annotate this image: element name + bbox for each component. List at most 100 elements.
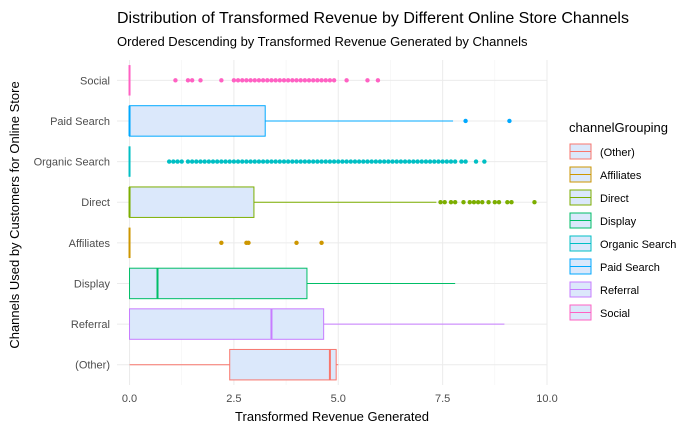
outlier-point-7 <box>475 199 481 205</box>
outlier-point-4 <box>461 199 466 205</box>
legend-label: Direct <box>600 193 629 205</box>
box-display <box>129 267 456 300</box>
outlier-point-38 <box>327 159 333 164</box>
legend-item-6: Referral <box>569 281 639 298</box>
outlier-point-34 <box>311 159 316 164</box>
outlier-point-28 <box>285 159 291 164</box>
box-iqr <box>129 267 308 300</box>
outlier-point-24 <box>269 159 274 164</box>
outlier-point-8 <box>202 159 207 164</box>
legend-item-7: Social <box>569 304 630 321</box>
outlier-point-0 <box>166 159 172 164</box>
legend-label: Referral <box>600 285 639 297</box>
outlier-point-24 <box>311 78 316 83</box>
legend-item-3: Display <box>569 212 637 229</box>
outlier-point-19 <box>248 159 253 164</box>
outlier-point-59 <box>415 159 420 164</box>
legend-item-5: Paid Search <box>569 258 660 275</box>
box-iqr <box>129 186 255 218</box>
outlier-point-21 <box>298 78 303 83</box>
outlier-point-13 <box>223 159 228 164</box>
outlier-point-9 <box>206 159 212 164</box>
outlier-point-49 <box>373 159 379 164</box>
x-tick-label-1: 2.5 <box>226 393 241 405</box>
outlier-point-26 <box>277 159 283 164</box>
outlier-point-35 <box>315 159 320 164</box>
outlier-point-9 <box>486 199 491 205</box>
box-referral <box>129 308 505 340</box>
outlier-point-4 <box>185 159 191 164</box>
outlier-point-3 <box>198 78 203 83</box>
outlier-point-57 <box>407 159 412 164</box>
legend-item-4: Organic Search <box>569 235 676 252</box>
outlier-point-20 <box>252 159 257 164</box>
outlier-point-20 <box>294 78 299 83</box>
outlier-point-23 <box>265 159 270 164</box>
outlier-point-17 <box>281 78 287 83</box>
x-axis-ticks: 0.0 2.5 5.0 7.5 10.0 <box>122 393 558 405</box>
outlier-point-46 <box>361 159 366 164</box>
box-iqr <box>129 105 266 137</box>
outlier-point-29 <box>290 159 295 164</box>
outlier-point-19 <box>290 78 295 83</box>
outlier-point-31 <box>365 78 370 83</box>
outlier-point-16 <box>235 159 241 164</box>
outlier-point-51 <box>381 159 387 164</box>
outlier-point-45 <box>356 159 362 164</box>
outlier-point-6 <box>194 159 199 164</box>
outlier-point-36 <box>319 159 324 164</box>
x-tick-label-3: 7.5 <box>435 393 450 405</box>
outlier-point-61 <box>423 159 429 164</box>
outlier-point-11 <box>496 199 502 205</box>
outlier-point-0 <box>463 118 468 124</box>
outlier-point-29 <box>331 78 337 83</box>
outlier-point-1 <box>171 159 176 164</box>
outlier-point-25 <box>315 78 320 83</box>
outlier-point-40 <box>336 159 341 164</box>
legend: channelGrouping (Other) Affiliates Direct D… <box>569 120 676 321</box>
outlier-point-18 <box>285 78 291 83</box>
legend-label: (Other) <box>600 147 635 159</box>
box-iqr <box>129 308 325 340</box>
box-paid-search <box>128 105 512 137</box>
outlier-point-1 <box>507 118 512 124</box>
outlier-point-12 <box>505 199 510 205</box>
outlier-point-13 <box>265 78 270 83</box>
outlier-point-62 <box>427 159 433 164</box>
outlier-point-71 <box>473 159 479 164</box>
y-axis-title: Channels Used by Customers for Online St… <box>7 81 22 348</box>
y-tick-label-5: Display <box>74 278 111 290</box>
legend-label: Affiliates <box>600 170 642 182</box>
outlier-point-4 <box>219 78 224 83</box>
outlier-point-5 <box>467 199 472 205</box>
x-tick-label-4: 10.0 <box>536 393 557 405</box>
legend-item-2: Direct <box>569 189 629 206</box>
y-tick-label-6: Referral <box>71 319 110 331</box>
outlier-point-33 <box>306 159 312 164</box>
outlier-point-15 <box>273 78 278 83</box>
outlier-point-65 <box>440 159 445 164</box>
chart-title: Distribution of Transformed Revenue by D… <box>117 10 629 27</box>
outlier-point-22 <box>260 159 266 164</box>
outlier-point-6 <box>471 199 477 205</box>
outlier-point-30 <box>294 159 299 164</box>
box-organic-search <box>128 146 487 177</box>
outlier-point-7 <box>198 159 203 164</box>
outlier-point-26 <box>319 78 324 83</box>
outlier-point-66 <box>444 159 450 164</box>
outlier-point-39 <box>331 159 337 164</box>
outlier-point-44 <box>352 159 358 164</box>
outlier-point-25 <box>273 159 278 164</box>
x-tick-label-0: 0.0 <box>122 393 137 405</box>
outlier-point-2 <box>189 78 195 83</box>
outlier-point-60 <box>419 159 424 164</box>
legend-item-0: (Other) <box>569 143 635 160</box>
outlier-point-55 <box>398 159 404 164</box>
outlier-point-67 <box>448 159 454 164</box>
x-axis-title: Transformed Revenue Generated <box>235 409 429 424</box>
legend-label: Organic Search <box>600 239 676 251</box>
box-iqr <box>229 348 337 381</box>
outlier-point-22 <box>302 78 308 83</box>
outlier-point-63 <box>432 159 437 164</box>
outlier-point-8 <box>244 78 249 83</box>
